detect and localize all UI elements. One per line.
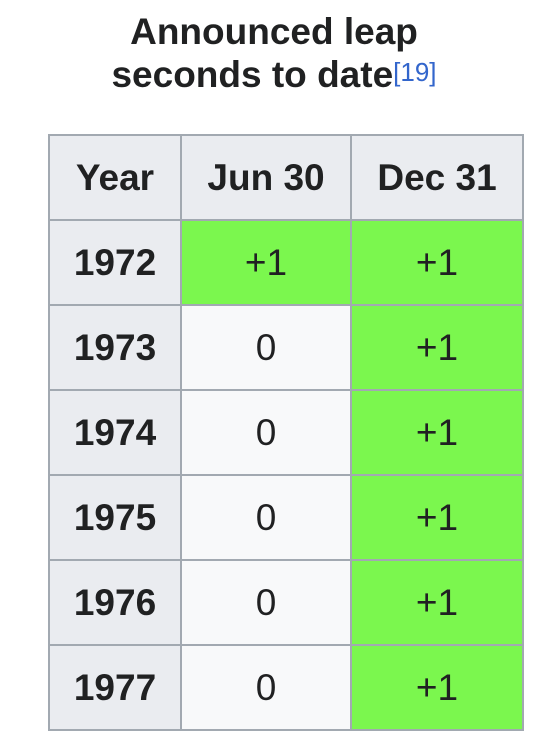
header-jun-30: Jun 30	[180, 134, 352, 221]
dec-31-value: +1	[350, 219, 524, 306]
jun-30-value: 0	[180, 389, 352, 476]
table-row: 1976 0 +1	[48, 559, 524, 646]
dec-31-value: +1	[350, 304, 524, 391]
leap-seconds-table: Year Jun 30 Dec 31 1972 +1 +1 1973 0 +1 …	[48, 134, 524, 731]
header-row: Year Jun 30 Dec 31	[48, 134, 524, 221]
jun-30-value: 0	[180, 474, 352, 561]
jun-30-value: 0	[180, 304, 352, 391]
caption-line-2-text: seconds to date	[111, 54, 394, 95]
row-year: 1975	[48, 474, 182, 561]
table-row: 1977 0 +1	[48, 644, 524, 731]
table-row: 1973 0 +1	[48, 304, 524, 391]
row-year: 1976	[48, 559, 182, 646]
table-row: 1974 0 +1	[48, 389, 524, 476]
header-dec-31: Dec 31	[350, 134, 524, 221]
jun-30-value: 0	[180, 644, 352, 731]
table-row: 1975 0 +1	[48, 474, 524, 561]
header-year: Year	[48, 134, 182, 221]
row-year: 1977	[48, 644, 182, 731]
dec-31-value: +1	[350, 474, 524, 561]
reference-link[interactable]: [19]	[393, 57, 437, 87]
jun-30-value: +1	[180, 219, 352, 306]
table-row: 1972 +1 +1	[48, 219, 524, 306]
dec-31-value: +1	[350, 559, 524, 646]
caption-line-2: seconds to date[19]	[0, 53, 548, 100]
row-year: 1973	[48, 304, 182, 391]
jun-30-value: 0	[180, 559, 352, 646]
row-year: 1974	[48, 389, 182, 476]
table-caption: Announced leap seconds to date[19]	[0, 0, 548, 100]
dec-31-value: +1	[350, 644, 524, 731]
caption-line-1: Announced leap	[130, 11, 418, 52]
dec-31-value: +1	[350, 389, 524, 476]
row-year: 1972	[48, 219, 182, 306]
